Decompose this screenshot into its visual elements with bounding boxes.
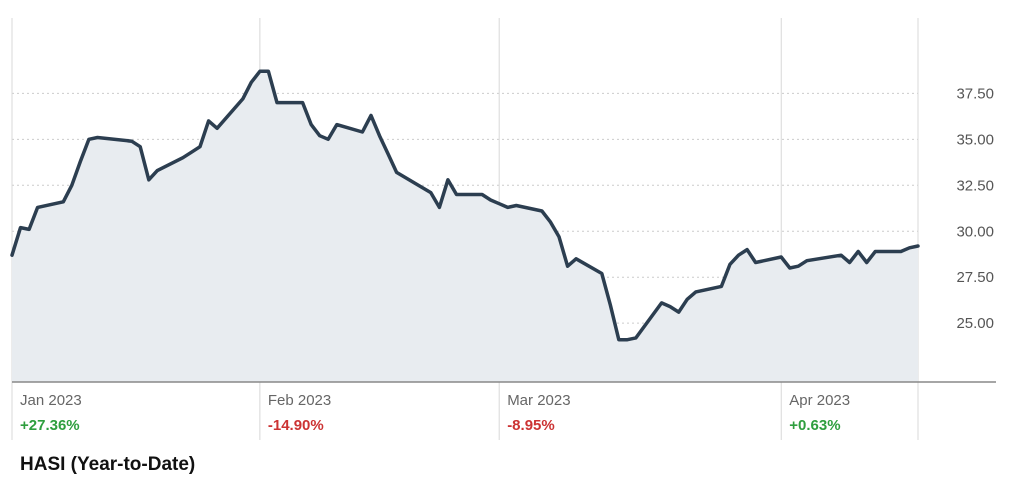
price-area-fill <box>12 71 918 383</box>
y-tick-label: 37.50 <box>956 85 994 102</box>
month-label: Mar 2023 <box>507 392 570 409</box>
month-change-label: -14.90% <box>268 417 324 434</box>
month-label: Apr 2023 <box>789 392 850 409</box>
month-label: Jan 2023 <box>20 392 82 409</box>
y-tick-label: 25.00 <box>956 315 994 332</box>
y-tick-label: 30.00 <box>956 223 994 240</box>
price-line <box>10 69 920 342</box>
month-label: Feb 2023 <box>268 392 331 409</box>
month-change-label: -8.95% <box>507 417 555 434</box>
month-change-label: +27.36% <box>20 417 80 434</box>
y-tick-label: 32.50 <box>956 177 994 194</box>
y-tick-label: 27.50 <box>956 269 994 286</box>
chart-title: HASI (Year-to-Date) <box>20 454 195 475</box>
monthly-change-labels: +27.36% -14.90% -8.95% +0.63% <box>20 417 841 434</box>
y-tick-label: 35.00 <box>956 131 994 148</box>
month-change-label: +0.63% <box>789 417 840 434</box>
y-axis-tick-labels: 25.00 27.50 30.00 32.50 35.00 37.50 <box>956 85 994 332</box>
month-labels: Jan 2023 Feb 2023 Mar 2023 Apr 2023 <box>20 392 850 409</box>
